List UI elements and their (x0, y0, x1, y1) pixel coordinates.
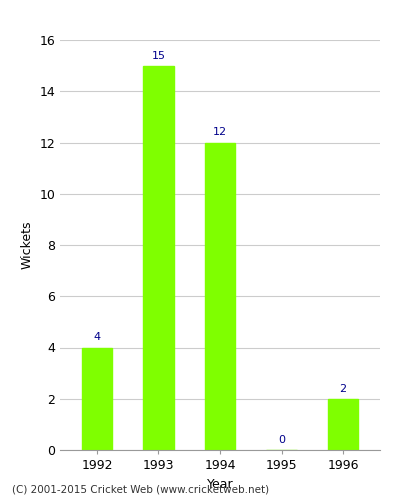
Text: 0: 0 (278, 435, 285, 445)
X-axis label: Year: Year (207, 478, 233, 490)
Bar (328, 399, 358, 450)
Y-axis label: Wickets: Wickets (21, 221, 34, 269)
Text: 12: 12 (213, 128, 227, 138)
Text: 4: 4 (93, 332, 100, 342)
Bar (143, 66, 174, 450)
Text: 2: 2 (340, 384, 347, 394)
Bar (205, 142, 235, 450)
Text: 15: 15 (152, 50, 166, 60)
Bar (82, 348, 112, 450)
Text: (C) 2001-2015 Cricket Web (www.cricketweb.net): (C) 2001-2015 Cricket Web (www.cricketwe… (12, 484, 269, 494)
